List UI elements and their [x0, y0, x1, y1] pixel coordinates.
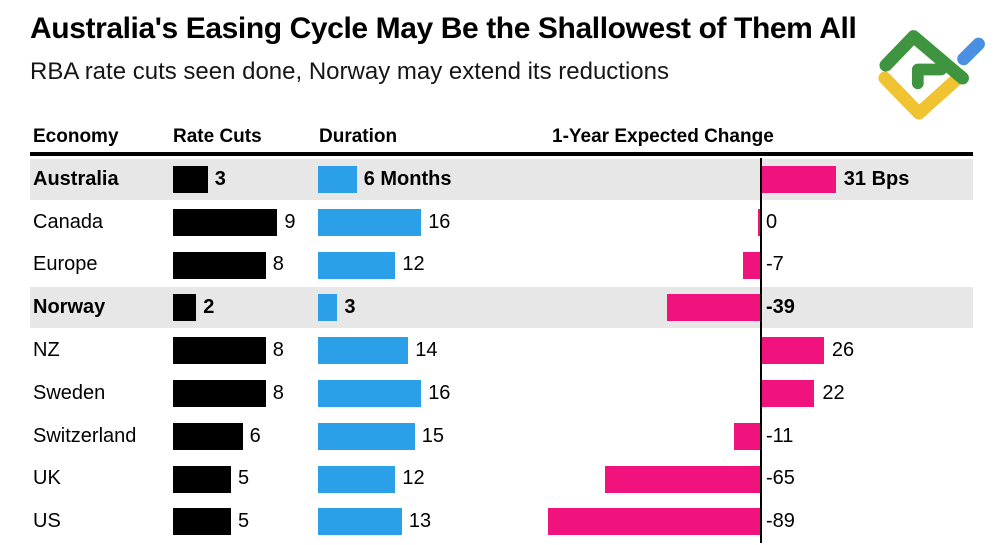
expected-change-value: 22 — [822, 381, 845, 404]
expected-change-bar — [667, 294, 760, 322]
duration-value: 16 — [428, 381, 451, 404]
col-header-economy: Economy — [33, 126, 119, 147]
rate-cuts-bar — [173, 166, 208, 193]
expected-change-value: 26 — [831, 339, 855, 362]
rate-cuts-bar — [173, 379, 266, 407]
expected-change-bar — [548, 508, 760, 536]
duration-value: 15 — [421, 424, 445, 447]
expected-change-bar — [762, 379, 815, 407]
duration-bar — [318, 208, 422, 236]
duration-bar — [318, 379, 422, 407]
expected-change-value: -89 — [766, 510, 795, 533]
rate-cuts-value: 9 — [284, 210, 296, 233]
rate-cuts-value: 3 — [214, 167, 226, 190]
duration-value: 3 — [344, 296, 356, 319]
economy-label: Canada — [33, 210, 104, 233]
rate-cuts-bar — [173, 294, 197, 322]
table-row-norway: Norway 2 3 -39 — [0, 286, 1000, 329]
duration-value: 12 — [402, 467, 425, 490]
logo-green-chevron — [879, 30, 969, 85]
zero-axis-line — [760, 158, 762, 543]
expected-change-bar — [758, 208, 760, 236]
rate-cuts-bar — [173, 251, 266, 279]
rate-cuts-value: 5 — [238, 510, 250, 533]
expected-change-value: -11 — [766, 424, 794, 447]
expected-change-bar — [762, 166, 836, 193]
litefinance-logo — [878, 30, 985, 120]
expected-change-bar — [762, 337, 824, 365]
table-row-us: US 5 13 -89 — [0, 500, 1000, 543]
table-row-sweden: Sweden 8 16 22 — [0, 372, 1000, 415]
duration-value: 13 — [408, 510, 432, 533]
duration-value: 14 — [415, 339, 438, 362]
expected-change-bar — [743, 251, 760, 279]
header-rule — [30, 152, 973, 156]
col-header-duration: Duration — [319, 126, 398, 147]
expected-change-value: -65 — [766, 467, 795, 490]
rate-cuts-value: 5 — [238, 467, 250, 490]
duration-bar — [318, 294, 338, 322]
page-subtitle: RBA rate cuts seen done, Norway may exte… — [30, 58, 669, 85]
rate-cuts-value: 8 — [272, 339, 284, 362]
duration-value: 16 — [428, 210, 451, 233]
table-row-canada: Canada 9 16 0 — [0, 201, 1000, 244]
table-row-nz: NZ 8 14 26 — [0, 329, 1000, 372]
duration-bar — [318, 337, 409, 365]
economy-label: Sweden — [33, 381, 106, 404]
duration-bar — [318, 166, 357, 193]
table-body: Australia 3 6 Months 31 Bps Canada 9 16 0 Europe… — [0, 158, 1000, 543]
rate-cuts-bar — [173, 422, 243, 450]
economy-label: NZ — [33, 339, 60, 362]
duration-value: 6 Months — [363, 167, 452, 190]
economy-label: US — [33, 510, 61, 533]
expected-change-value: 31 Bps — [843, 167, 910, 190]
logo-yellow-check — [878, 69, 967, 120]
rate-cuts-bar — [173, 208, 278, 236]
col-header-rate-cuts: Rate Cuts — [173, 126, 262, 147]
expected-change-bar — [733, 422, 760, 450]
expected-change-bar — [605, 465, 760, 493]
economy-label: Australia — [33, 167, 119, 190]
economy-label: UK — [33, 467, 61, 490]
expected-change-value: -39 — [766, 296, 795, 319]
economy-label: Switzerland — [33, 424, 137, 447]
rate-cuts-value: 6 — [249, 424, 261, 447]
duration-bar — [318, 251, 396, 279]
table-row-europe: Europe 8 12 -7 — [0, 244, 1000, 287]
table-row-australia: Australia 3 6 Months 31 Bps — [0, 158, 1000, 201]
rate-cuts-bar — [173, 508, 231, 536]
col-header-expected-change: 1-Year Expected Change — [552, 126, 774, 147]
expected-change-value: 0 — [766, 210, 778, 233]
duration-value: 12 — [402, 253, 425, 276]
rate-cuts-value: 8 — [272, 253, 284, 276]
table-row-uk: UK 5 12 -65 — [0, 458, 1000, 501]
rate-cuts-value: 2 — [203, 296, 215, 319]
economy-label: Europe — [33, 253, 98, 276]
duration-bar — [318, 422, 415, 450]
rate-cuts-bar — [173, 337, 266, 365]
table-row-switzerland: Switzerland 6 15 -11 — [0, 415, 1000, 458]
economy-label: Norway — [33, 296, 106, 319]
expected-change-value: -7 — [766, 253, 784, 276]
rate-cuts-bar — [173, 465, 231, 493]
duration-bar — [318, 465, 396, 493]
page-title: Australia's Easing Cycle May Be the Shal… — [30, 12, 857, 45]
duration-bar — [318, 508, 402, 536]
logo-blue-accent — [957, 37, 985, 66]
rate-cuts-value: 8 — [272, 381, 284, 404]
logo-green-inner-mark — [911, 63, 948, 90]
